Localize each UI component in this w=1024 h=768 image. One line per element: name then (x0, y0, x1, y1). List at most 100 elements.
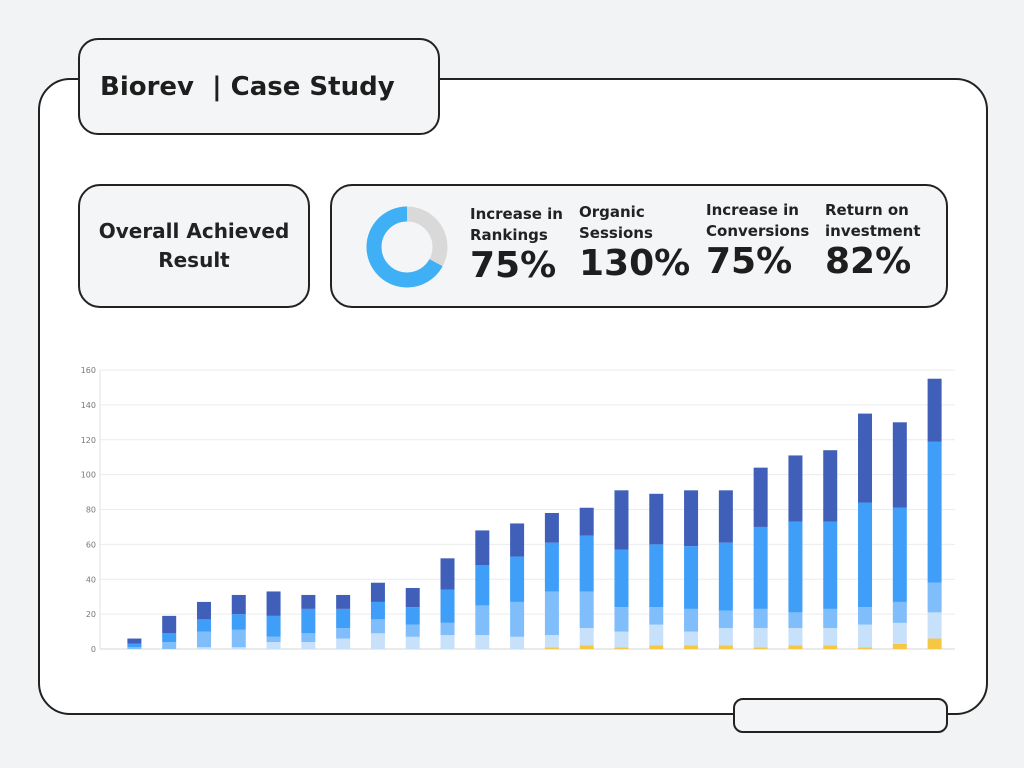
bar-segment-mid-blue (370, 601, 385, 620)
bar-segment-mid-blue (579, 535, 594, 592)
bar-segment-mid-blue (196, 619, 211, 632)
bar-segment-dark-blue (649, 493, 664, 545)
bar-segment-light-blue (823, 608, 838, 629)
bar-segment-mid-blue (927, 441, 942, 583)
bar-segment-pale-blue (858, 624, 873, 648)
donut-chart (366, 206, 448, 288)
bar-segment-pale-blue (405, 636, 420, 649)
bar-segment-mid-blue (475, 565, 490, 606)
bar-segment-yellow (544, 647, 559, 649)
bar-segment-mid-blue (266, 615, 281, 637)
bar-segment-light-blue (614, 607, 629, 632)
bar-segment-yellow (892, 643, 907, 649)
bar-segment-dark-blue (753, 467, 768, 527)
bar-segment-dark-blue (162, 615, 177, 634)
bar-segment-light-blue (231, 629, 246, 648)
bar-segment-pale-blue (753, 628, 768, 648)
bar-segment-mid-blue (162, 633, 177, 643)
bar-segment-light-blue (510, 601, 525, 637)
bar-segment-light-blue (196, 631, 211, 648)
stat-label: Increase in (470, 205, 563, 223)
stat-value: 75% (470, 245, 557, 286)
stat-label: investment (825, 222, 921, 240)
page-title: Biorev | Case Study (100, 71, 395, 102)
bar-segment-pale-blue (892, 622, 907, 644)
bar-segment-light-blue (684, 608, 699, 632)
bar-segment-light-blue (440, 622, 455, 636)
y-tick-label: 100 (81, 471, 96, 480)
bar-segment-pale-blue (544, 635, 559, 648)
overall-result-box: Overall Achieved Result (78, 184, 310, 308)
bar-segment-light-blue (753, 608, 768, 629)
bar-segment-pale-blue (336, 638, 351, 649)
bar-segment-mid-blue (718, 542, 733, 611)
bar-segment-dark-blue (788, 455, 803, 522)
y-tick-label: 60 (86, 540, 96, 549)
bar-segment-pale-blue (231, 647, 246, 649)
bar-segment-pale-blue (927, 612, 942, 639)
bar-segment-light-blue (649, 607, 664, 625)
bar-segment-pale-blue (440, 635, 455, 649)
bar-segment-light-blue (162, 642, 177, 649)
bar-segment-mid-blue (301, 608, 316, 634)
bar-segment-mid-blue (858, 502, 873, 608)
bar-segment-yellow (788, 645, 803, 649)
bar-segment-pale-blue (614, 631, 629, 648)
bar-segment-dark-blue (231, 594, 246, 615)
title-tab: Biorev | Case Study (78, 38, 440, 135)
bar-segment-dark-blue (440, 558, 455, 590)
bar-segment-pale-blue (823, 628, 838, 646)
stat-label: Sessions (579, 224, 653, 242)
bar-segment-pale-blue (788, 628, 803, 646)
bar-segment-mid-blue (405, 607, 420, 625)
bar-segment-light-blue (336, 628, 351, 639)
bar-segment-light-blue (301, 633, 316, 643)
bar-segment-dark-blue (370, 582, 385, 602)
bar-segment-pale-blue (475, 635, 490, 649)
bar-segment-mid-blue (649, 544, 664, 608)
bar-segment-mid-blue (440, 589, 455, 623)
bar-segment-pale-blue (649, 624, 664, 646)
bar-segment-dark-blue (544, 512, 559, 543)
stat-value: 75% (706, 241, 793, 282)
bar-segment-mid-blue (788, 521, 803, 613)
bar-segment-light-blue (405, 624, 420, 637)
bar-segment-dark-blue (927, 378, 942, 442)
y-tick-label: 160 (81, 366, 96, 375)
bar-segment-yellow (718, 645, 733, 649)
bar-segment-dark-blue (301, 594, 316, 609)
bar-segment-dark-blue (405, 587, 420, 608)
bar-segment-pale-blue (718, 628, 733, 646)
stat-label: Increase in (706, 201, 799, 219)
bar-segment-light-blue (579, 591, 594, 629)
bar-segment-light-blue (858, 607, 873, 625)
bar-segment-light-blue (892, 601, 907, 623)
bar-segment-dark-blue (475, 530, 490, 566)
bar-segment-pale-blue (266, 642, 281, 649)
stat-label: Conversions (706, 222, 810, 240)
bar-segment-pale-blue (301, 642, 316, 649)
bar-segment-light-blue (370, 619, 385, 634)
bar-segment-pale-blue (196, 647, 211, 649)
stat-conversions: Increase in Conversions 75% (706, 200, 809, 282)
bar-segment-dark-blue (823, 450, 838, 522)
bar-segment-dark-blue (127, 638, 142, 644)
stacked-bar-chart: 0 20 40 60 80 100 120 140 160 (81, 366, 955, 654)
bar-segment-light-blue (718, 610, 733, 629)
bar-segment-yellow (579, 645, 594, 649)
bar-segment-light-blue (544, 591, 559, 636)
y-tick-label: 120 (81, 436, 96, 445)
bar-segment-pale-blue (510, 636, 525, 649)
bar-segment-dark-blue (579, 507, 594, 536)
bar-segment-dark-blue (196, 601, 211, 620)
y-tick-label: 140 (81, 401, 96, 410)
stat-value: 130% (579, 243, 691, 284)
bar-segment-mid-blue (544, 542, 559, 592)
bar-segment-dark-blue (718, 490, 733, 543)
bar-segment-dark-blue (510, 523, 525, 557)
bar-segment-yellow (858, 647, 873, 649)
y-tick-label: 20 (86, 610, 96, 619)
bar-segment-yellow (927, 638, 942, 649)
bar-segment-light-blue (266, 636, 281, 643)
bar-segment-mid-blue (684, 546, 699, 609)
